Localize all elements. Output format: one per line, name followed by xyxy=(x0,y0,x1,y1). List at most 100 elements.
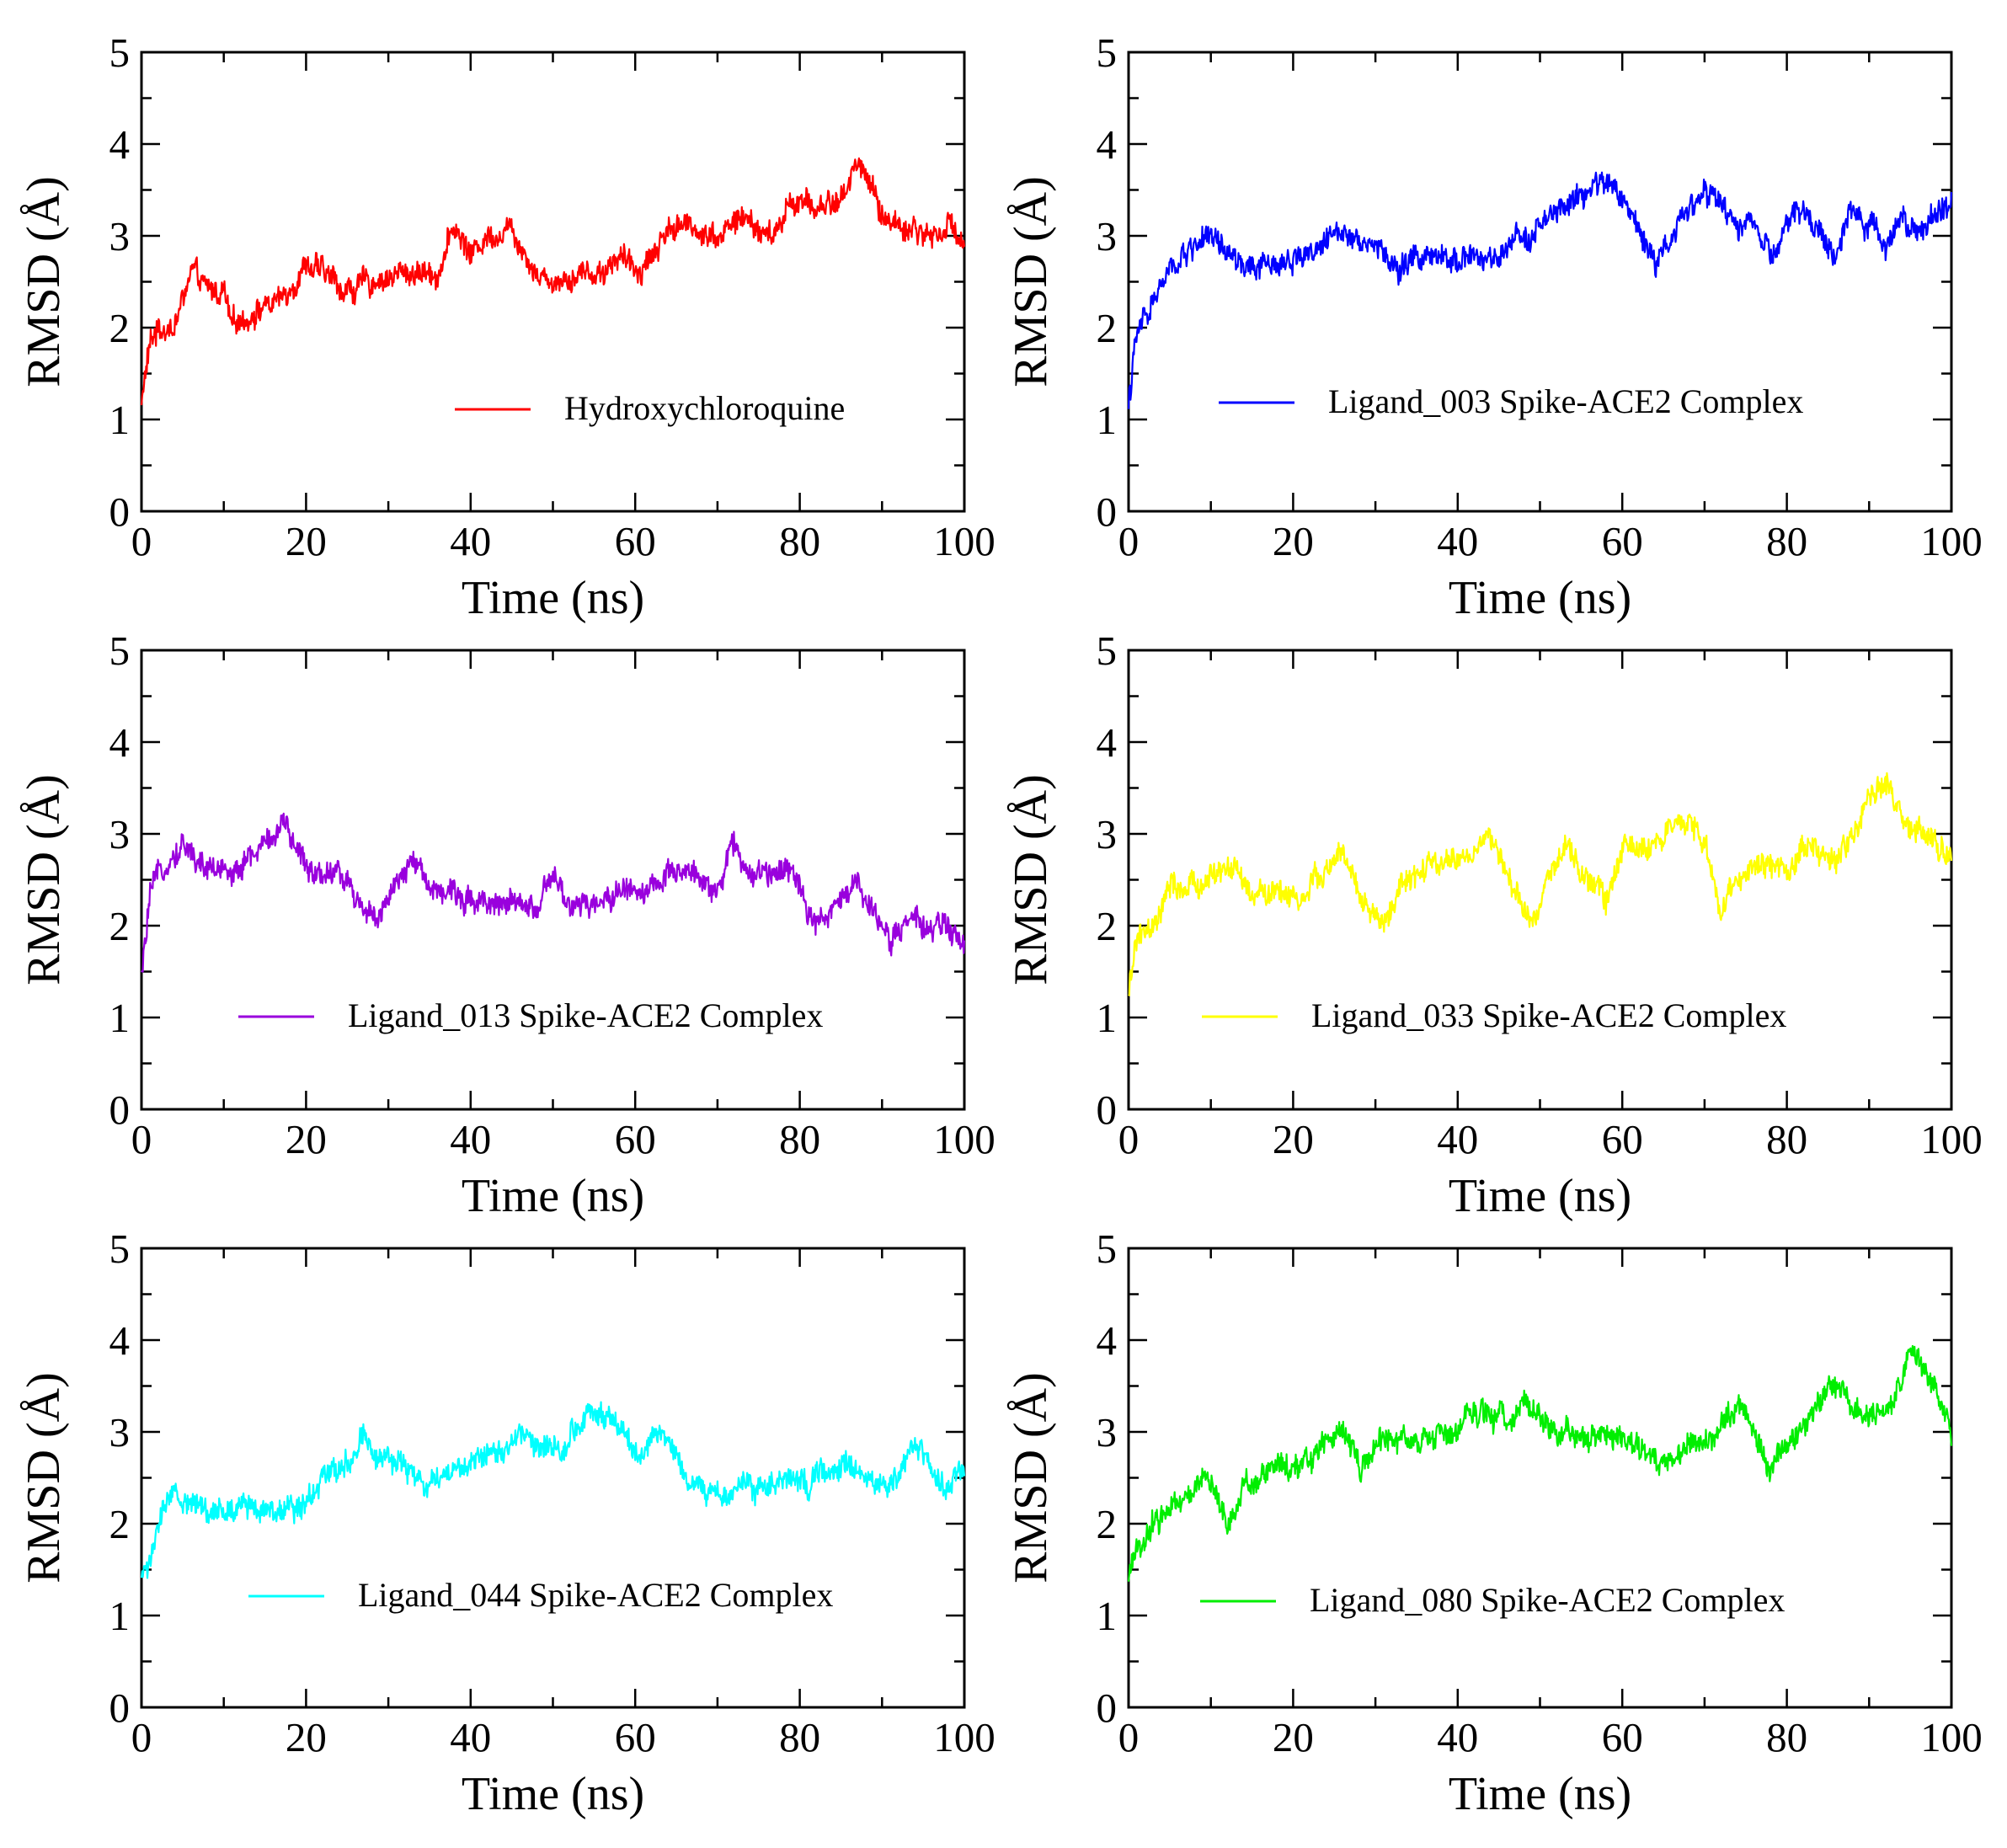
legend-label: Ligand_013 Spike-ACE2 Complex xyxy=(348,996,823,1034)
y-tick-label: 2 xyxy=(109,1501,131,1547)
legend-label: Ligand_003 Spike-ACE2 Complex xyxy=(1328,382,1803,420)
x-tick-label: 0 xyxy=(1118,1116,1140,1162)
legend-label: Ligand_044 Spike-ACE2 Complex xyxy=(358,1576,833,1614)
y-tick-label: 5 xyxy=(109,628,131,674)
plot-frame xyxy=(1127,1247,1953,1709)
x-tick-label: 20 xyxy=(1273,518,1314,564)
x-tick-label: 20 xyxy=(286,518,327,564)
y-tick-label: 1 xyxy=(109,1593,131,1639)
x-tick-label: 40 xyxy=(450,1116,491,1162)
legend-label: Hydroxychloroquine xyxy=(564,389,845,427)
y-tick-label: 3 xyxy=(109,811,131,857)
chart-panel: 0 20 40 60 80 100 0 1 2 3 4 5 Time (ns) RMSD (Å) Ligan… xyxy=(18,628,995,1222)
y-tick-label: 4 xyxy=(1097,121,1118,168)
x-tick-label: 100 xyxy=(933,1714,995,1760)
x-tick-label: 60 xyxy=(615,1116,656,1162)
x-tick-label: 40 xyxy=(1437,518,1478,564)
series-line xyxy=(141,812,966,973)
y-tick-label: 2 xyxy=(109,903,131,949)
y-tick-label: 0 xyxy=(109,1087,131,1133)
plot-frame xyxy=(1127,649,1953,1111)
chart-panel: 0 20 40 60 80 100 0 1 2 3 4 5 Time (ns) RMSD (Å) Ligan… xyxy=(1005,1226,1983,1820)
x-tick-label: 0 xyxy=(1118,1714,1140,1760)
y-tick-label: 0 xyxy=(1097,1087,1118,1133)
x-axis-title: Time (ns) xyxy=(1449,1170,1631,1222)
y-tick-label: 4 xyxy=(1097,1317,1118,1364)
y-axis-title: RMSD (Å) xyxy=(18,1372,70,1583)
x-tick-label: 60 xyxy=(615,518,656,564)
y-tick-label: 0 xyxy=(109,489,131,535)
y-tick-label: 1 xyxy=(1097,995,1118,1041)
legend-label: Ligand_080 Spike-ACE2 Complex xyxy=(1310,1581,1785,1619)
x-axis-title: Time (ns) xyxy=(462,1170,644,1222)
y-axis-title: RMSD (Å) xyxy=(1005,1372,1057,1583)
x-tick-label: 80 xyxy=(1766,1714,1807,1760)
x-tick-label: 60 xyxy=(1602,518,1643,564)
x-tick-label: 20 xyxy=(286,1116,327,1162)
x-axis-title: Time (ns) xyxy=(1449,1768,1631,1820)
y-tick-label: 1 xyxy=(1097,1593,1118,1639)
x-tick-label: 0 xyxy=(131,1714,152,1760)
y-tick-label: 3 xyxy=(1097,811,1118,857)
y-tick-label: 1 xyxy=(109,995,131,1041)
series-line xyxy=(140,157,966,406)
y-tick-label: 0 xyxy=(1097,1685,1118,1731)
x-tick-label: 40 xyxy=(450,518,491,564)
y-tick-label: 2 xyxy=(109,305,131,351)
x-tick-label: 0 xyxy=(131,1116,152,1162)
y-tick-label: 2 xyxy=(1097,305,1118,351)
x-tick-label: 80 xyxy=(1766,1116,1807,1162)
x-tick-label: 20 xyxy=(286,1714,327,1760)
y-tick-label: 3 xyxy=(109,213,131,259)
x-tick-label: 60 xyxy=(1602,1714,1643,1760)
x-tick-label: 40 xyxy=(450,1714,491,1760)
y-tick-label: 3 xyxy=(1097,1409,1118,1455)
y-tick-label: 2 xyxy=(1097,903,1118,949)
y-axis-title: RMSD (Å) xyxy=(1005,176,1057,387)
x-tick-label: 20 xyxy=(1273,1116,1314,1162)
series-line xyxy=(1127,1344,1953,1582)
x-tick-label: 100 xyxy=(1920,1116,1983,1162)
x-tick-label: 20 xyxy=(1273,1714,1314,1760)
x-tick-label: 60 xyxy=(1602,1116,1643,1162)
y-tick-label: 0 xyxy=(109,1685,131,1731)
x-axis-title: Time (ns) xyxy=(462,1768,644,1820)
x-axis-title: Time (ns) xyxy=(462,572,644,624)
x-tick-label: 80 xyxy=(779,518,820,564)
plot-frame xyxy=(140,51,966,513)
chart-panel: 0 20 40 60 80 100 0 1 2 3 4 5 Time (ns) RMSD (Å) Ligan… xyxy=(1005,628,1983,1222)
x-tick-label: 100 xyxy=(1920,1714,1983,1760)
x-tick-label: 0 xyxy=(131,518,152,564)
series-line xyxy=(1127,171,1953,409)
x-tick-label: 100 xyxy=(933,518,995,564)
x-tick-label: 40 xyxy=(1437,1116,1478,1162)
y-tick-label: 4 xyxy=(109,121,131,168)
plot-frame xyxy=(1127,51,1953,513)
x-tick-label: 100 xyxy=(1920,518,1983,564)
y-axis-title: RMSD (Å) xyxy=(18,774,70,985)
y-tick-label: 0 xyxy=(1097,489,1118,535)
chart-panel: 0 20 40 60 80 100 0 1 2 3 4 5 Time (ns) RMSD (Å) Hydro… xyxy=(18,29,995,624)
x-tick-label: 100 xyxy=(933,1116,995,1162)
series-line xyxy=(140,1401,966,1579)
y-tick-label: 1 xyxy=(109,397,131,443)
y-axis-title: RMSD (Å) xyxy=(1005,774,1057,985)
y-tick-label: 5 xyxy=(1097,628,1118,674)
y-tick-label: 1 xyxy=(1097,397,1118,443)
y-tick-label: 5 xyxy=(109,29,131,76)
series-line xyxy=(1128,772,1953,996)
y-tick-label: 5 xyxy=(1097,1226,1118,1272)
y-tick-label: 5 xyxy=(1097,29,1118,76)
chart-panel: 0 20 40 60 80 100 0 1 2 3 4 5 Time (ns) RMSD (Å) Ligan… xyxy=(1005,29,1983,624)
x-tick-label: 0 xyxy=(1118,518,1140,564)
y-tick-label: 4 xyxy=(109,1317,131,1364)
x-tick-label: 80 xyxy=(779,1714,820,1760)
y-tick-label: 3 xyxy=(109,1409,131,1455)
x-tick-label: 60 xyxy=(615,1714,656,1760)
x-tick-label: 80 xyxy=(779,1116,820,1162)
y-axis-title: RMSD (Å) xyxy=(18,176,70,387)
y-tick-label: 5 xyxy=(109,1226,131,1272)
y-tick-label: 4 xyxy=(1097,719,1118,766)
legend-label: Ligand_033 Spike-ACE2 Complex xyxy=(1311,996,1786,1034)
